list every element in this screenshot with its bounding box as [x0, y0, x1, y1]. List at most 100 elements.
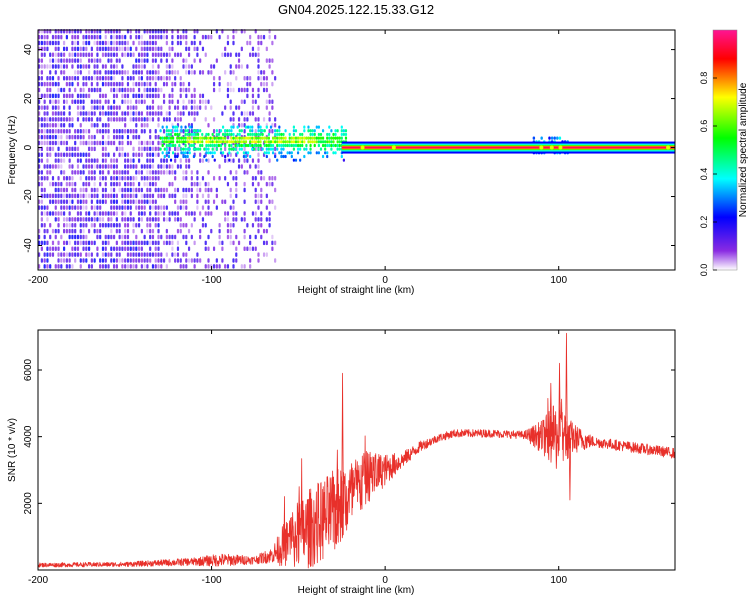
spectrogram-cell: [112, 111, 116, 116]
spectrogram-cell: [65, 181, 68, 187]
spectrogram-cell: [176, 129, 179, 133]
spectrogram-cell: [246, 117, 249, 122]
spectrogram-cell: [129, 111, 132, 116]
spectrogram-cell: [179, 87, 182, 93]
spectrogram-cell: [38, 40, 41, 46]
spectrogram-cell: [126, 246, 130, 251]
spectrogram-cell: [85, 181, 88, 187]
spectrogram-cell: [74, 99, 77, 105]
spectrogram-cell: [229, 240, 232, 246]
spectrogram-cell: [171, 140, 175, 144]
spectrogram-cell: [340, 132, 343, 137]
spectrogram-cell: [151, 40, 155, 46]
spectrogram-cell: [132, 152, 135, 157]
spectrogram-cell: [230, 136, 233, 140]
spectrogram-cell: [260, 175, 263, 181]
spectrogram-cell: [232, 125, 235, 129]
spectrogram-cell: [184, 143, 187, 148]
spectrogram-cell: [96, 87, 99, 93]
spectrogram-cell: [96, 58, 99, 63]
spectrogram-cell: [82, 52, 85, 58]
spectrogram-cell: [65, 81, 68, 87]
spectrogram-cell: [271, 128, 274, 134]
spectrogram-cell: [207, 34, 210, 40]
spectrogram-cell: [207, 258, 210, 263]
spectrogram-cell: [90, 158, 93, 163]
spectrogram-cell: [163, 154, 166, 159]
spectrogram-cell: [251, 147, 254, 151]
spectrogram-cell: [107, 152, 110, 157]
spectrogram-cell: [135, 246, 138, 251]
spectrogram-cell: [71, 164, 74, 169]
spectrogram-cell: [143, 199, 146, 204]
spectrogram-cell: [232, 136, 235, 140]
spectrogram-cell: [54, 217, 57, 222]
spectrogram-cell: [237, 117, 241, 122]
spectrogram-cell: [205, 158, 208, 162]
spectrogram-cell: [303, 147, 306, 151]
spectrogram-cell: [99, 211, 102, 216]
y-tick-label: -40: [23, 238, 34, 253]
spectrogram-cell: [57, 93, 60, 99]
spectrogram-cell: [168, 76, 171, 81]
spectrogram-cell: [257, 87, 260, 93]
spectrogram-cell: [263, 151, 266, 155]
spectrogram-cell: [193, 181, 196, 187]
spectrogram-cell: [171, 93, 174, 99]
spectrogram-cell: [118, 140, 121, 146]
spectrogram-cell: [99, 205, 102, 210]
spectrogram-cell: [249, 164, 252, 169]
spectrogram-cell: [38, 58, 41, 63]
spectrogram-cell: [243, 228, 246, 234]
spectrogram-cell: [179, 81, 182, 87]
spectrogram-cell: [140, 46, 143, 52]
spectrogram-cell: [211, 140, 214, 144]
spectrogram-cell: [315, 140, 318, 144]
spectrogram-cell: [221, 52, 224, 58]
spectrogram-cell: [51, 40, 55, 46]
spectrogram-cell: [199, 147, 202, 151]
spectrogram-cell: [74, 252, 77, 257]
spectrogram-cell: [190, 125, 193, 129]
spectrogram-cell: [57, 64, 60, 69]
spectrogram-cell: [212, 87, 216, 93]
spectrogram-cell: [112, 170, 116, 175]
snr-y-label: SNR (10 * v/v): [7, 418, 18, 482]
spectrogram-cell: [190, 128, 193, 134]
spectrogram-cell: [118, 134, 121, 140]
spectrogram-cell: [49, 252, 52, 257]
spectrogram-cell: [79, 105, 82, 110]
spectrogram-cell: [260, 211, 263, 216]
spectrogram-cell: [165, 234, 168, 240]
spectrogram-cell: [179, 76, 182, 81]
spectrogram-cell: [193, 46, 196, 52]
spectrogram-cell: [143, 117, 146, 122]
spectrogram-cell: [165, 64, 168, 69]
spectrogram-cell: [62, 123, 66, 128]
spectrogram-cell: [104, 111, 107, 116]
spectrogram-cell: [57, 87, 60, 93]
spectrogram-cell: [68, 228, 71, 234]
spectrogram-cell: [124, 228, 127, 234]
spectrogram-cell: [154, 58, 157, 63]
spectrogram-cell: [121, 199, 124, 204]
spectrogram-cell: [38, 111, 41, 116]
spectrogram-cell: [185, 34, 188, 40]
spectrogram-cell: [243, 170, 246, 175]
spectrogram-cell: [184, 147, 187, 151]
spectrogram-cell: [54, 52, 57, 58]
spectrogram-cell: [196, 181, 199, 187]
spectrogram-cell: [228, 132, 231, 137]
spectrogram-cell: [60, 264, 63, 269]
spectrogram-cell: [46, 252, 49, 257]
spectrogram-cell: [79, 193, 82, 199]
spectrogram-cell: [217, 132, 221, 137]
spectrogram-cell: [185, 240, 188, 246]
spectrogram-cell: [207, 140, 210, 144]
spectrogram-cell: [254, 164, 257, 169]
spectrogram-cell: [87, 193, 91, 199]
spectrogram-cell: [38, 134, 41, 140]
spectrogram-cell: [82, 134, 85, 140]
spectrogram-cell: [174, 154, 177, 159]
spectrogram-cell: [205, 147, 208, 151]
